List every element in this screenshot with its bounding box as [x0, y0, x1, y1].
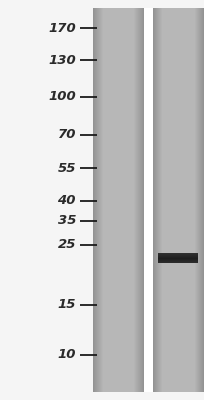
Text: 25: 25	[58, 238, 76, 252]
Text: 10: 10	[58, 348, 76, 362]
Text: 35: 35	[58, 214, 76, 228]
Text: 40: 40	[58, 194, 76, 208]
Text: 130: 130	[48, 54, 76, 66]
Text: 70: 70	[58, 128, 76, 142]
Bar	[144, 8, 153, 392]
Text: 100: 100	[48, 90, 76, 104]
Text: 170: 170	[48, 22, 76, 34]
Text: 55: 55	[58, 162, 76, 174]
Text: 15: 15	[58, 298, 76, 312]
